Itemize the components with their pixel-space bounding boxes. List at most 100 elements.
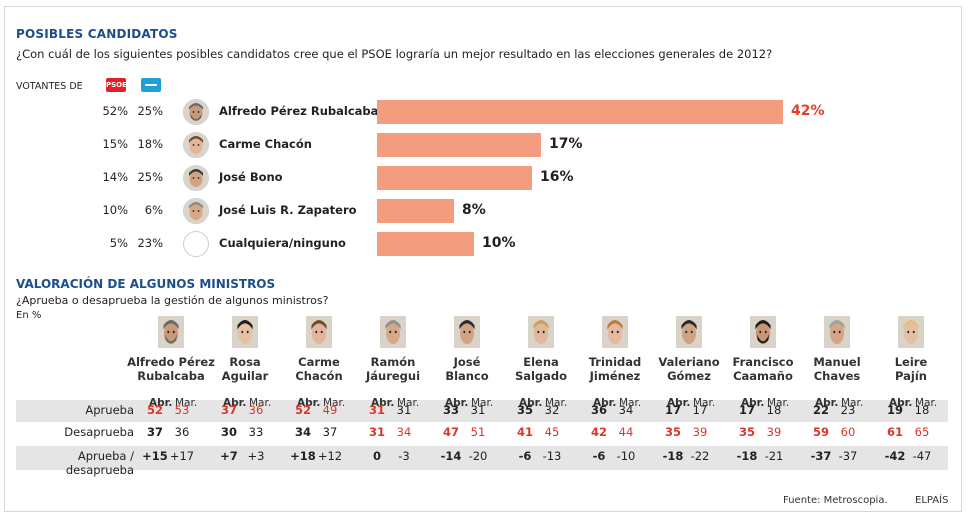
minister-name-line: Caamaño (733, 369, 793, 383)
value-mar: 51 (470, 425, 486, 439)
value-abr: 37 (146, 425, 163, 439)
value-mar: +17 (169, 449, 195, 463)
col-header-abr: Abr. (889, 397, 912, 409)
minister-photo (454, 316, 480, 348)
value-mar: 31 (396, 403, 412, 417)
table-row-bg (16, 400, 948, 422)
col-header-mar: Mar. (545, 397, 568, 409)
value-mar: 45 (544, 425, 560, 439)
value-mar: 49 (322, 403, 338, 417)
col-header-abr-text: Abr. (741, 397, 765, 409)
value-mar: 60 (840, 425, 856, 439)
col-header-abr-text: Abr. (297, 397, 321, 409)
col-header-abr-text: Abr. (889, 397, 913, 409)
col-header-abr: Abr. (741, 397, 764, 409)
section-title-candidates: POSIBLES CANDIDATOS (16, 27, 178, 41)
value-mar: 34 (396, 425, 412, 439)
col-header-mar: Mar. (175, 397, 198, 409)
value-mar: 23 (840, 403, 856, 417)
value-abr: -6 (592, 449, 606, 463)
value-mar: 44 (618, 425, 634, 439)
candidate-name: José Bono (219, 170, 283, 184)
value-abr: -14 (440, 449, 462, 463)
candidate-photo (183, 231, 209, 257)
minister-name-line: Rosa (229, 355, 261, 369)
psoe-voters-pct: 52% (102, 104, 128, 118)
minister-name-line: Pajín (895, 369, 927, 383)
value-abr: 17 (664, 403, 681, 417)
value-abr: 17 (738, 403, 755, 417)
pp-voters-pct: 25% (137, 104, 163, 118)
minister-photo (750, 316, 776, 348)
minister-name-line: Aguilar (221, 369, 269, 383)
value-abr: 52 (146, 403, 163, 417)
candidate-bar (377, 133, 541, 157)
col-header-mar: Mar. (323, 397, 346, 409)
col-header-abr-text: Abr. (223, 397, 247, 409)
value-mar: 18 (914, 403, 930, 417)
value-abr: 0 (372, 449, 381, 463)
value-mar: 37 (322, 425, 338, 439)
pp-voters-pct: 23% (137, 236, 163, 250)
unit-label: En % (16, 310, 42, 321)
value-abr: 31 (368, 403, 385, 417)
candidate-bar (377, 166, 532, 190)
value-mar: +3 (247, 449, 265, 463)
value-abr: 22 (812, 403, 829, 417)
value-mar: 34 (618, 403, 634, 417)
col-header-abr: Abr. (149, 397, 172, 409)
minister-name: Valeriano Gómez (639, 355, 739, 383)
col-header-mar: Mar. (249, 397, 272, 409)
minister-photo (898, 316, 924, 348)
table-row-label: Aprueba (85, 403, 134, 417)
col-header-mar: Mar. (471, 397, 494, 409)
col-header-mar: Mar. (915, 397, 938, 409)
col-header-abr-text: Abr. (371, 397, 395, 409)
value-mar: 32 (544, 403, 560, 417)
value-abr: 52 (294, 403, 311, 417)
candidate-photo (183, 132, 209, 158)
psoe-voters-pct: 10% (102, 203, 128, 217)
value-mar: -22 (690, 449, 710, 463)
col-header-abr: Abr. (297, 397, 320, 409)
col-header-abr: Abr. (223, 397, 246, 409)
pp-logo (141, 78, 161, 92)
value-abr: 34 (294, 425, 311, 439)
minister-name: Trinidad Jiménez (565, 355, 665, 383)
minister-name: Leire Pajín (861, 355, 961, 383)
value-abr: 33 (442, 403, 459, 417)
col-header-abr-text: Abr. (445, 397, 469, 409)
value-abr: +15 (142, 449, 168, 463)
source-note: Fuente: Metroscopia. (783, 495, 888, 506)
candidate-name: Alfredo Pérez Rubalcaba (219, 104, 379, 118)
value-abr: +7 (220, 449, 238, 463)
value-mar: -20 (468, 449, 488, 463)
psoe-voters-pct: 15% (102, 137, 128, 151)
candidate-photo (183, 165, 209, 191)
bar-value-label: 42% (791, 103, 825, 119)
value-mar: 39 (766, 425, 782, 439)
brand-logo: ELPAÍS (915, 495, 949, 506)
value-mar: 39 (692, 425, 708, 439)
minister-photo (380, 316, 406, 348)
section-title-ministers: VALORACIÓN DE ALGUNOS MINISTROS (16, 277, 276, 291)
value-abr: 36 (590, 403, 607, 417)
psoe-voters-pct: 5% (109, 236, 128, 250)
candidate-name: José Luis R. Zapatero (219, 203, 357, 217)
value-abr: -6 (518, 449, 532, 463)
candidate-name: Carme Chacón (219, 137, 312, 151)
minister-name-line: Valeriano (658, 355, 720, 369)
value-abr: 59 (812, 425, 829, 439)
psoe-voters-pct: 14% (102, 170, 128, 184)
minister-photo (232, 316, 258, 348)
bar-value-label: 17% (549, 136, 583, 152)
minister-photo (602, 316, 628, 348)
minister-name: Alfredo Pérez Rubalcaba (121, 355, 221, 383)
value-abr: -42 (884, 449, 906, 463)
value-abr: 61 (886, 425, 903, 439)
value-mar: +12 (317, 449, 343, 463)
minister-photo (676, 316, 702, 348)
minister-name-line: Ramón (370, 355, 416, 369)
candidates-question: ¿Con cuál de los siguientes posibles can… (16, 47, 773, 61)
minister-name-line: Gómez (667, 369, 711, 383)
